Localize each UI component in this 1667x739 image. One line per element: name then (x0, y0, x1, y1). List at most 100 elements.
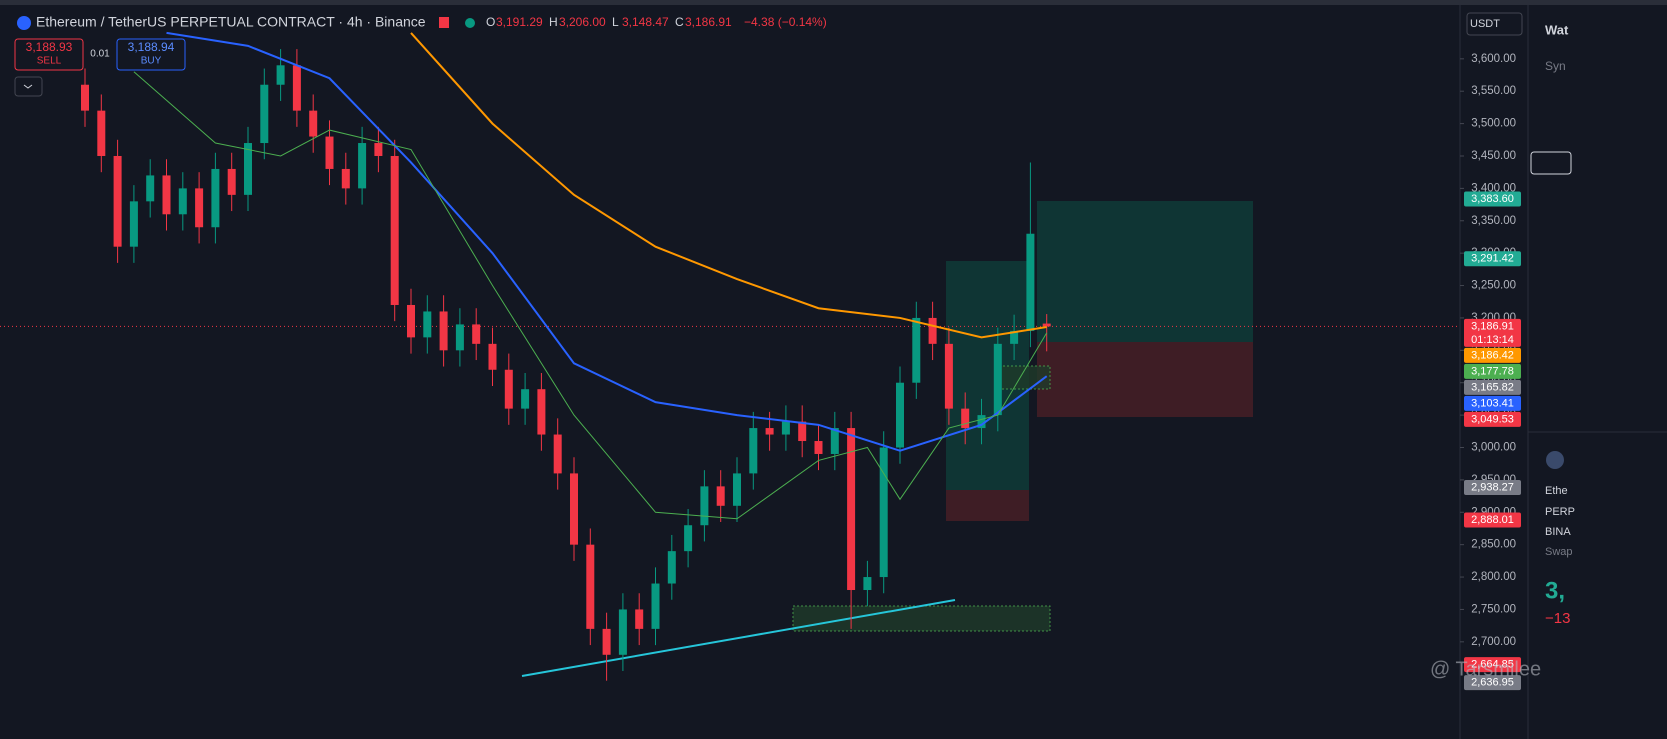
price-tag-label: 2,636.95 (1471, 677, 1514, 689)
price-tag-label: 3,165.82 (1471, 381, 1514, 393)
candle-body (1010, 330, 1019, 344)
candle-body (162, 175, 171, 215)
currency: USDT (1470, 18, 1500, 30)
sidebar-sync[interactable]: Syn (1545, 59, 1566, 73)
candle-body (798, 421, 807, 442)
candle-body (781, 421, 790, 435)
price-tag-label: 3,103.41 (1471, 397, 1514, 409)
y-tick-label: 2,850.00 (1471, 539, 1516, 551)
y-tick-label: 3,400.00 (1471, 182, 1516, 194)
candle-body (944, 343, 953, 409)
candle-body (423, 311, 432, 338)
buy-button[interactable] (116, 38, 186, 71)
candle-body (309, 110, 318, 137)
candle-body (358, 143, 367, 189)
price-tag (1464, 675, 1521, 691)
candle-body (618, 609, 627, 655)
currency-select[interactable] (1466, 12, 1523, 36)
price-tag (1464, 479, 1521, 495)
candle-body (260, 84, 269, 144)
candle-body (570, 473, 578, 545)
candle-body (651, 583, 660, 629)
candle-body (292, 65, 301, 111)
y-tick-label: 3,350.00 (1471, 215, 1516, 227)
ohlc-name: O (486, 15, 495, 29)
y-tick-label: 3,450.00 (1471, 150, 1516, 162)
candle-body (521, 389, 530, 409)
candle-body (129, 201, 138, 247)
candle-body (814, 441, 823, 454)
candle-body (341, 168, 350, 189)
collapse-button[interactable] (14, 76, 43, 97)
countdown: 01:13:14 (1471, 334, 1514, 346)
plot: 3,600.00 3,550.00 3,500.00 3,450.00 3,400.00… (0, 31, 1521, 691)
ohlc-value: 3,206.00 (559, 15, 606, 29)
candle-body (765, 428, 774, 435)
y-tick-label: 3,000.00 (1471, 442, 1516, 454)
candle-body (635, 609, 644, 629)
y-tick-label: 3,600.00 (1471, 53, 1516, 65)
candle-body (847, 428, 856, 591)
price-tag-label: 3,049.53 (1471, 413, 1514, 425)
candle-body (684, 525, 693, 552)
trendline[interactable] (521, 599, 956, 677)
price-tag (1464, 347, 1521, 363)
candle-body (195, 188, 204, 228)
price-tag (1464, 657, 1521, 673)
price-tag (1464, 395, 1521, 411)
sidebar (1528, 5, 1667, 739)
candle-body (749, 428, 758, 474)
candle-body (667, 551, 676, 584)
price-tag (1464, 512, 1521, 528)
candle-body (374, 143, 383, 156)
sidebar-title: Wat (1545, 22, 1569, 37)
flag[interactable] (439, 17, 449, 28)
price-tag (1464, 318, 1521, 347)
price-tag-label: 3,383.60 (1471, 193, 1514, 205)
candle-body (455, 324, 464, 351)
candle-body (602, 628, 611, 655)
candle-body (928, 317, 937, 344)
candle-body (586, 544, 595, 629)
candle-body (504, 369, 513, 409)
ohlc-name: C (675, 15, 684, 29)
price-tag-label: 3,291.42 (1471, 253, 1514, 265)
y-tick-label: 2,800.00 (1471, 571, 1516, 583)
candle-body (733, 473, 741, 506)
candle-body (178, 188, 187, 215)
ohlc-name: H (549, 15, 558, 29)
candle-body (276, 65, 285, 85)
symbol-title: Ethereum / TetherUS PERPETUAL CONTRACT ·… (36, 14, 426, 30)
top-bar (0, 0, 1667, 5)
selected-row[interactable] (1530, 151, 1572, 175)
price-tag-label: 2,938.27 (1471, 481, 1514, 493)
detail-price: 3, (1545, 577, 1565, 604)
buy-price: 3,188.94 (128, 40, 175, 54)
candle-body (1042, 323, 1051, 327)
y-tick-label: 2,750.00 (1471, 603, 1516, 615)
candle-body (227, 168, 236, 195)
price-tag-label: 2,888.01 (1471, 514, 1514, 526)
detail-kind: Swap (1545, 546, 1573, 558)
chevron (23, 84, 33, 89)
candle-body (325, 136, 334, 169)
candle-body (537, 389, 546, 435)
symbol-icon (17, 16, 31, 30)
candle-body (553, 434, 562, 474)
ohlc-value: 3,186.91 (685, 15, 732, 29)
price-tag-label: 3,186.91 (1471, 320, 1514, 332)
candle-body (912, 317, 921, 383)
candle-body (879, 447, 888, 578)
detail-icon (1546, 451, 1564, 469)
price-tag-label: 2,664.85 (1471, 659, 1514, 671)
demand-zone (994, 365, 1051, 390)
sell-button[interactable] (14, 38, 84, 71)
y-tick-label: 3,550.00 (1471, 85, 1516, 97)
candle-body (863, 577, 872, 591)
buy-label: BUY (141, 56, 162, 67)
candle-body (390, 155, 399, 305)
candle-body (716, 486, 725, 506)
candle-body (439, 311, 448, 351)
candle-body (830, 428, 839, 454)
candle-body (472, 324, 481, 344)
